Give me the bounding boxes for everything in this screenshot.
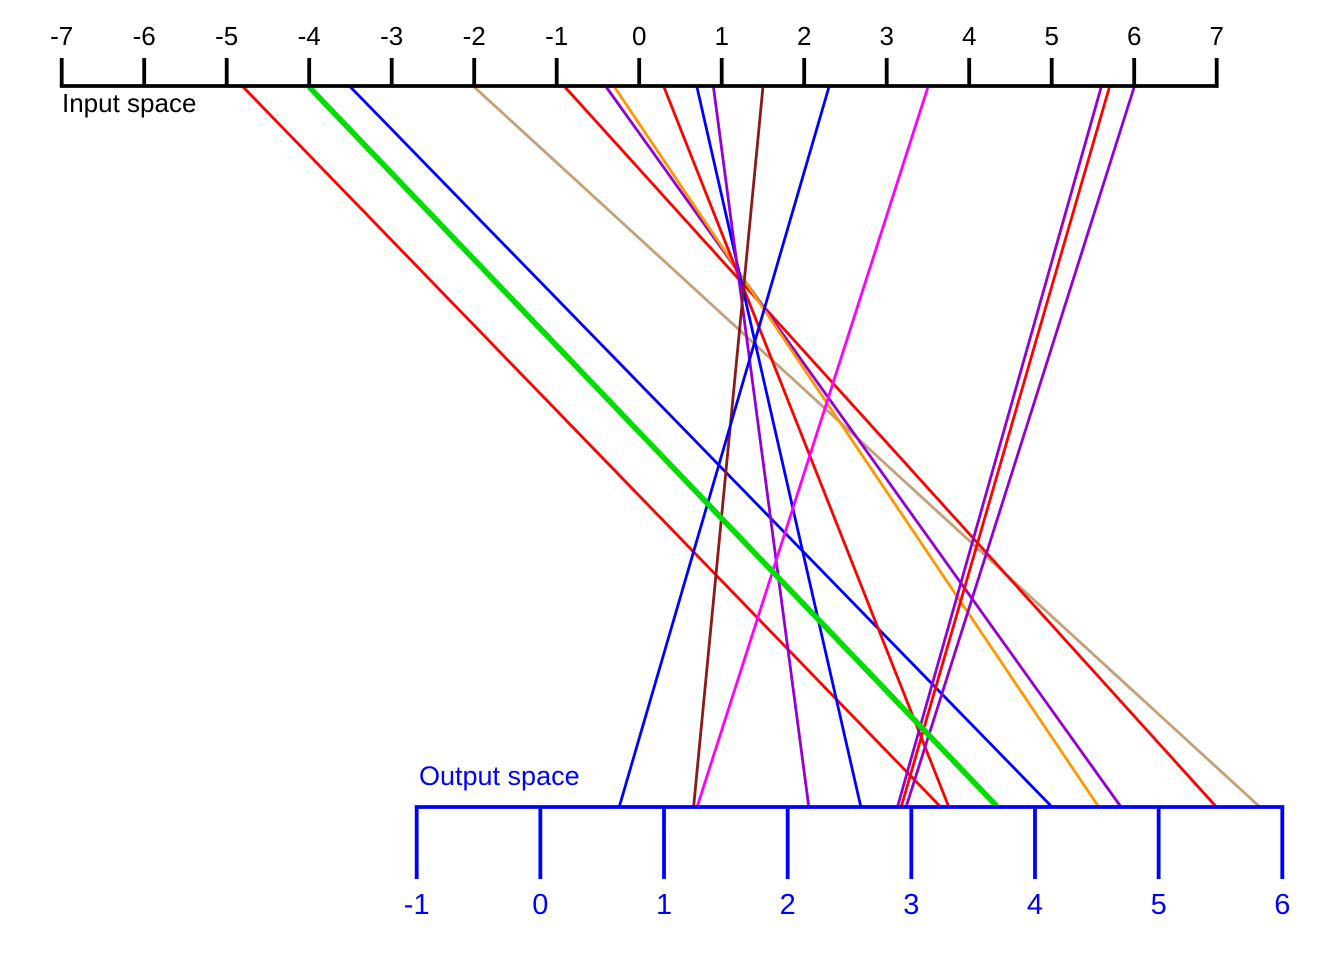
input-axis-tick-label: -1 bbox=[545, 21, 568, 51]
mapping-line bbox=[307, 85, 999, 808]
input-axis-tick-label: 3 bbox=[879, 21, 893, 51]
output-axis-tick-label: -1 bbox=[404, 889, 430, 921]
mapping-line bbox=[900, 86, 1111, 807]
input-axis-tick-label: 6 bbox=[1127, 21, 1141, 51]
axes-layer: -7 -6 -5 -4 -3 -2 -1 0 1 2 3 4 5 6 7 -1 0 1 2 3 4 5 6 bbox=[50, 21, 1290, 921]
mapping-line bbox=[896, 86, 1103, 807]
input-axis-tick-label: -2 bbox=[463, 21, 486, 51]
output-axis-title: Output space bbox=[419, 761, 580, 791]
mapping-line bbox=[695, 86, 862, 807]
input-axis-tick-label: -6 bbox=[133, 21, 156, 51]
output-axis-tick-label: 0 bbox=[532, 889, 548, 921]
output-axis-tick-label: 1 bbox=[656, 889, 672, 921]
output-axis-tick-label: 5 bbox=[1151, 889, 1167, 921]
mapping-line bbox=[712, 86, 811, 807]
mapping-line bbox=[613, 86, 1100, 807]
mapping-line bbox=[242, 86, 941, 807]
input-axis-tick-label: 0 bbox=[632, 21, 646, 51]
output-axis-tick-label: 4 bbox=[1027, 889, 1043, 921]
input-axis-tick-label: 4 bbox=[962, 21, 976, 51]
mapping-line bbox=[349, 86, 1053, 807]
output-axis-tick-label: 2 bbox=[780, 889, 796, 921]
input-axis-tick-label: 5 bbox=[1044, 21, 1058, 51]
input-axis-tick-label: -3 bbox=[380, 21, 403, 51]
mapping-line bbox=[692, 86, 765, 807]
mapping-lines-layer bbox=[242, 85, 1260, 808]
input-axis-tick-label: -4 bbox=[298, 21, 321, 51]
input-axis-tick-label: -7 bbox=[50, 21, 73, 51]
input-axis-tick-label: 2 bbox=[797, 21, 811, 51]
mapping-line bbox=[905, 86, 1136, 807]
mapping-line bbox=[662, 86, 950, 807]
output-axis-tick-label: 3 bbox=[903, 889, 919, 921]
input-axis-tick-label: -5 bbox=[215, 21, 238, 51]
input-axis-tick-label: 7 bbox=[1209, 21, 1223, 51]
mapping-line bbox=[605, 86, 1122, 807]
mapping-line bbox=[563, 86, 1217, 807]
mapping-line bbox=[473, 85, 1260, 808]
mapping-line bbox=[696, 86, 930, 807]
input-axis-tick-label: 1 bbox=[714, 21, 728, 51]
mapping-line bbox=[618, 86, 831, 807]
output-axis-tick-label: 6 bbox=[1274, 889, 1290, 921]
input-axis-title: Input space bbox=[62, 88, 196, 118]
